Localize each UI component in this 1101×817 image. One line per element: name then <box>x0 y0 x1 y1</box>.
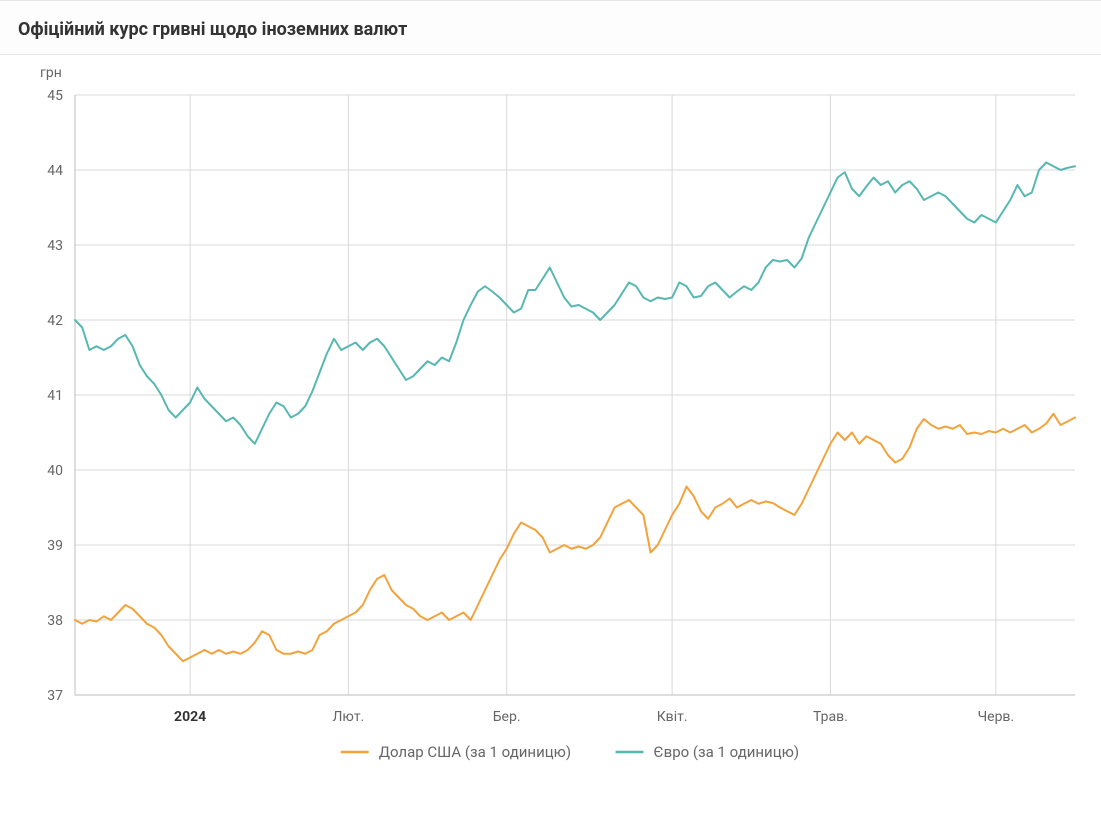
y-tick-label: 38 <box>47 613 63 629</box>
y-tick-label: 41 <box>47 388 63 404</box>
x-tick-label: Лют. <box>332 709 364 725</box>
x-tick-label: Бер. <box>493 709 521 725</box>
x-tick-label: Трав. <box>813 709 848 725</box>
y-tick-label: 40 <box>47 463 63 479</box>
y-tick-label: 42 <box>47 313 63 329</box>
x-tick-label: Черв. <box>978 709 1015 725</box>
y-tick-label: 37 <box>47 688 63 704</box>
legend-label: Долар США (за 1 одиницю) <box>379 743 571 761</box>
y-tick-label: 45 <box>47 88 63 104</box>
y-tick-label: 43 <box>47 238 63 254</box>
legend-label: Євро (за 1 одиницю) <box>654 743 800 761</box>
x-tick-label: 2024 <box>174 709 206 725</box>
legend: Долар США (за 1 одиницю) Євро (за 1 одини… <box>341 743 799 761</box>
y-tick-label: 44 <box>47 163 63 179</box>
series-usd <box>75 414 1075 662</box>
series-eur <box>75 163 1075 444</box>
chart-svg: грн 37 38 39 40 41 42 43 44 45 2024 Лют. Бер. Квіт. Тр… <box>0 55 1101 795</box>
y-tick-label: 39 <box>47 538 63 554</box>
page-title: Офіційний курс гривні щодо іноземних вал… <box>0 0 1101 55</box>
y-axis-label: грн <box>40 65 62 81</box>
x-tick-label: Квіт. <box>657 709 688 725</box>
page: Офіційний курс гривні щодо іноземних вал… <box>0 0 1101 817</box>
exchange-rate-chart: грн 37 38 39 40 41 42 43 44 45 2024 Лют. Бер. Квіт. Тр… <box>0 55 1101 795</box>
